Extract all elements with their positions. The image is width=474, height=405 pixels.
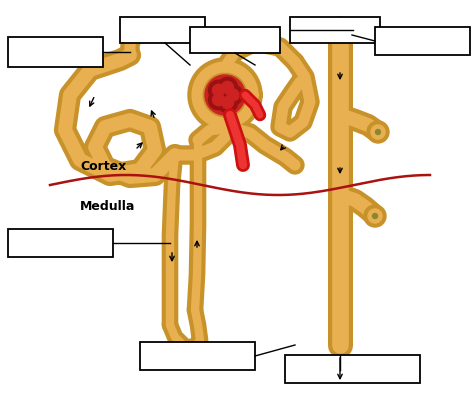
Circle shape <box>371 125 385 139</box>
Bar <box>8 37 103 67</box>
Circle shape <box>217 87 233 103</box>
Circle shape <box>332 22 348 38</box>
Circle shape <box>212 94 225 106</box>
Bar <box>285 355 420 383</box>
Text: Medulla: Medulla <box>80 200 136 213</box>
Circle shape <box>373 213 377 219</box>
Bar <box>190 27 280 53</box>
Circle shape <box>368 209 382 223</box>
Bar <box>140 342 255 370</box>
Circle shape <box>205 75 245 115</box>
Circle shape <box>212 84 225 96</box>
Bar <box>375 27 470 55</box>
Circle shape <box>209 90 228 110</box>
Circle shape <box>218 77 237 97</box>
Circle shape <box>209 80 228 100</box>
Circle shape <box>227 89 239 101</box>
Bar <box>290 17 380 43</box>
Circle shape <box>337 27 343 33</box>
Bar <box>8 229 113 257</box>
Circle shape <box>375 130 381 134</box>
Circle shape <box>223 85 243 105</box>
Circle shape <box>218 93 237 113</box>
Circle shape <box>221 81 234 94</box>
Circle shape <box>221 97 234 109</box>
Circle shape <box>327 17 353 43</box>
Bar <box>120 17 205 43</box>
Text: Cortex: Cortex <box>80 160 126 173</box>
Circle shape <box>367 121 389 143</box>
Circle shape <box>364 205 386 227</box>
